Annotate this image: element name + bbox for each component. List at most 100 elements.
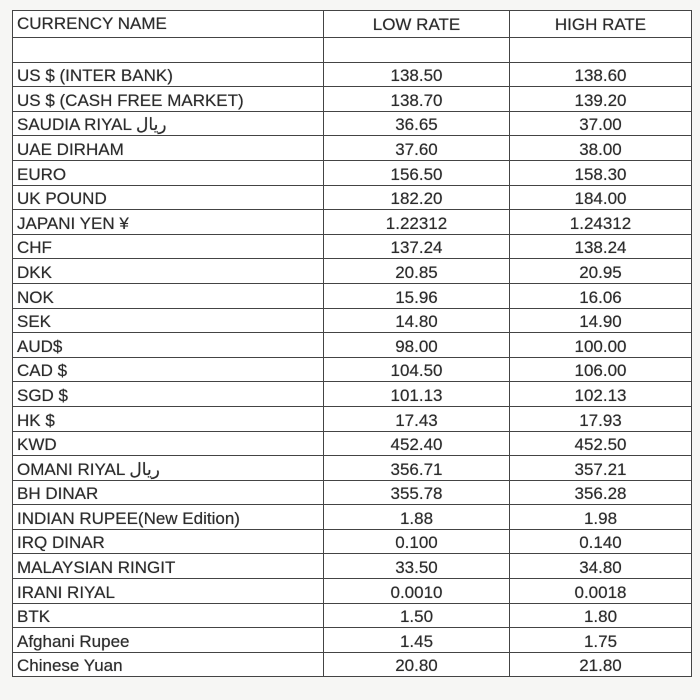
low-rate-cell: 33.50 — [323, 553, 510, 580]
low-rate-cell: 1.50 — [323, 602, 510, 629]
low-rate-cell: 356.71 — [323, 455, 510, 481]
low-rate-cell: 138.50 — [323, 61, 510, 88]
table-row: AUD$ 98.00 100.00 — [12, 332, 692, 358]
low-rate-cell: 1.22312 — [323, 209, 510, 235]
table-row: SGD $101.13 102.13 — [12, 381, 692, 407]
low-rate-cell: 98.00 — [323, 332, 510, 358]
table-row: SEK 14.80 14.90 — [12, 307, 692, 334]
table-row: UAE DIRHAM 37.60 38.00 — [12, 135, 692, 161]
low-rate-cell: 0.100 — [323, 528, 510, 555]
low-rate-cell: 101.13 — [323, 381, 510, 407]
high-rate-cell: 1.75 — [509, 627, 692, 653]
low-rate-cell: 17.43 — [323, 405, 510, 432]
blank-cell — [12, 37, 324, 63]
high-rate-cell: 34.80 — [509, 553, 692, 580]
blank-row — [12, 37, 692, 63]
currency-name-cell: US $ (INTER BANK) — [12, 61, 324, 88]
currency-name-cell: BTK — [12, 602, 324, 629]
currency-name-cell: INDIAN RUPEE(New Edition) — [12, 504, 324, 530]
table-header-row: CURRENCY NAME LOW RATE HIGH RATE — [12, 10, 692, 38]
currency-name-cell: OMANI RIYAL ریال — [12, 455, 324, 481]
high-rate-cell: 1.80 — [509, 602, 692, 629]
table-row: CAD $104.50 106.00 — [12, 356, 692, 383]
high-rate-cell: 0.0018 — [509, 578, 692, 604]
currency-rates-table: CURRENCY NAME LOW RATE HIGH RATE US $ (I… — [12, 10, 692, 678]
currency-name-cell: MALAYSIAN RINGIT — [12, 553, 324, 580]
low-rate-cell: 182.20 — [323, 184, 510, 211]
low-rate-cell: 156.50 — [323, 159, 510, 186]
low-rate-cell: 138.70 — [323, 86, 510, 112]
table-row: OMANI RIYAL ریال 356.71 357.21 — [12, 455, 692, 481]
table-row: KWD 452.40 452.50 — [12, 430, 692, 457]
low-rate-cell: 1.88 — [323, 504, 510, 530]
header-high-rate: HIGH RATE — [509, 10, 692, 38]
high-rate-cell: 37.00 — [509, 110, 692, 137]
blank-cell — [509, 37, 692, 63]
high-rate-cell: 0.140 — [509, 528, 692, 555]
table-row: INDIAN RUPEE(New Edition) 1.88 1.98 — [12, 504, 692, 530]
low-rate-cell: 0.0010 — [323, 578, 510, 604]
table-row: IRANI RIYAL 0.0010 0.0018 — [12, 578, 692, 604]
table-row: NOK 15.96 16.06 — [12, 282, 692, 309]
high-rate-cell: 356.28 — [509, 479, 692, 506]
table-row: SAUDIA RIYAL ریال 36.65 37.00 — [12, 110, 692, 137]
high-rate-cell: 452.50 — [509, 430, 692, 457]
currency-name-cell: AUD$ — [12, 332, 324, 358]
currency-name-cell: BH DINAR — [12, 479, 324, 506]
high-rate-cell: 184.00 — [509, 184, 692, 211]
table-row: Afghani Rupee 1.45 1.75 — [12, 627, 692, 653]
high-rate-cell: 158.30 — [509, 159, 692, 186]
high-rate-cell: 138.60 — [509, 61, 692, 88]
currency-name-cell: HK $ — [12, 405, 324, 432]
currency-name-cell: SAUDIA RIYAL ریال — [12, 110, 324, 137]
high-rate-cell: 139.20 — [509, 86, 692, 112]
blank-cell — [323, 37, 510, 63]
table-row: EURO 156.50 158.30 — [12, 159, 692, 186]
high-rate-cell: 17.93 — [509, 405, 692, 432]
table-row: BTK 1.50 1.80 — [12, 602, 692, 629]
table-row: BH DINAR 355.78 356.28 — [12, 479, 692, 506]
currency-name-cell: UK POUND — [12, 184, 324, 211]
currency-name-cell: IRANI RIYAL — [12, 578, 324, 604]
high-rate-cell: 14.90 — [509, 307, 692, 334]
low-rate-cell: 20.85 — [323, 258, 510, 284]
currency-name-cell: Afghani Rupee — [12, 627, 324, 653]
currency-name-cell: DKK — [12, 258, 324, 284]
high-rate-cell: 1.98 — [509, 504, 692, 530]
currency-name-cell: Chinese Yuan — [12, 651, 324, 678]
header-low-rate: LOW RATE — [323, 10, 510, 38]
low-rate-cell: 37.60 — [323, 135, 510, 161]
low-rate-cell: 452.40 — [323, 430, 510, 457]
high-rate-cell: 20.95 — [509, 258, 692, 284]
high-rate-cell: 138.24 — [509, 233, 692, 260]
high-rate-cell: 100.00 — [509, 332, 692, 358]
currency-name-cell: KWD — [12, 430, 324, 457]
currency-name-cell: CHF — [12, 233, 324, 260]
currency-name-cell: UAE DIRHAM — [12, 135, 324, 161]
table-row: IRQ DINAR 0.100 0.140 — [12, 528, 692, 555]
table-row: Chinese Yuan 20.80 21.80 — [12, 651, 692, 678]
currency-name-cell: US $ (CASH FREE MARKET) — [12, 86, 324, 112]
table-row: MALAYSIAN RINGIT 33.50 34.80 — [12, 553, 692, 580]
currency-name-cell: CAD $ — [12, 356, 324, 383]
table-row: HK $17.43 17.93 — [12, 405, 692, 432]
table-row: JAPANI YEN ¥1.22312 1.24312 — [12, 209, 692, 235]
high-rate-cell: 357.21 — [509, 455, 692, 481]
high-rate-cell: 102.13 — [509, 381, 692, 407]
currency-name-cell: IRQ DINAR — [12, 528, 324, 555]
currency-name-cell: JAPANI YEN ¥ — [12, 209, 324, 235]
table-row: US $ (INTER BANK) 138.50 138.60 — [12, 61, 692, 88]
table-row: CHF 137.24 138.24 — [12, 233, 692, 260]
table-row: US $ (CASH FREE MARKET) 138.70 139.20 — [12, 86, 692, 112]
high-rate-cell: 106.00 — [509, 356, 692, 383]
currency-name-cell: SEK — [12, 307, 324, 334]
low-rate-cell: 1.45 — [323, 627, 510, 653]
low-rate-cell: 36.65 — [323, 110, 510, 137]
low-rate-cell: 15.96 — [323, 282, 510, 309]
high-rate-cell: 16.06 — [509, 282, 692, 309]
table-row: UK POUND 182.20 184.00 — [12, 184, 692, 211]
low-rate-cell: 137.24 — [323, 233, 510, 260]
high-rate-cell: 21.80 — [509, 651, 692, 678]
low-rate-cell: 355.78 — [323, 479, 510, 506]
currency-name-cell: EURO — [12, 159, 324, 186]
